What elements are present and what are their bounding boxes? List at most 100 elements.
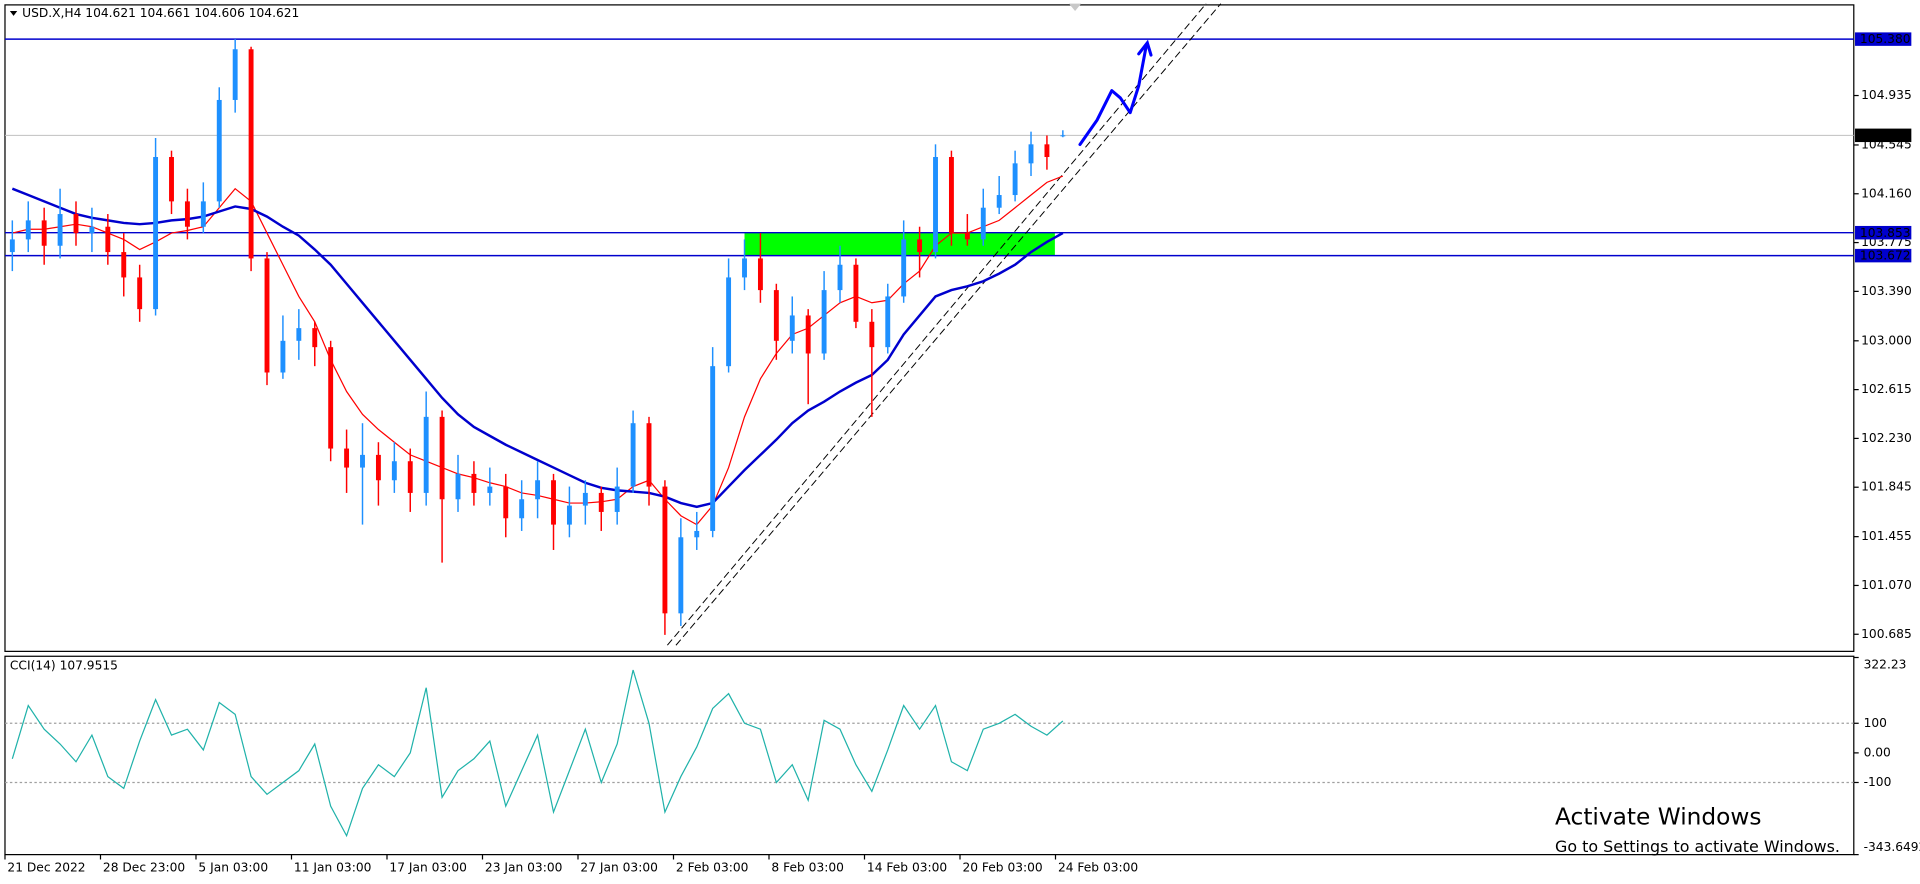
candle-body xyxy=(439,416,445,500)
candle-body xyxy=(41,220,47,246)
cci-title: CCI(14) 107.9515 xyxy=(10,659,118,673)
forecast-arrow xyxy=(1078,44,1148,147)
candle-body xyxy=(773,290,779,341)
x-tick-label: 17 Jan 03:00 xyxy=(389,861,466,875)
y-tick-label: 103.390 xyxy=(1861,284,1912,298)
x-tick-label: 8 Feb 03:00 xyxy=(771,861,843,875)
y-tick-label: -343.6492 xyxy=(1864,840,1920,854)
candle-body xyxy=(280,340,286,373)
candle-body xyxy=(264,258,270,373)
level-label: 104.621 xyxy=(1860,128,1911,142)
candle-body xyxy=(391,461,397,481)
trend-line xyxy=(666,3,1207,646)
candle-body xyxy=(407,461,413,493)
y-tick-label: 102.615 xyxy=(1861,382,1912,396)
y-tick-label: 322.23 xyxy=(1864,657,1907,671)
candle-body xyxy=(344,448,350,468)
candle-body xyxy=(837,264,843,291)
candle-body xyxy=(694,530,700,538)
candle-body xyxy=(742,258,747,278)
candle-body xyxy=(980,207,986,240)
candle-body xyxy=(1012,163,1018,196)
y-tick-label: 104.935 xyxy=(1861,88,1912,102)
candle-body xyxy=(1044,144,1050,158)
candle-body xyxy=(360,454,365,468)
x-tick-label: 28 Dec 23:00 xyxy=(103,861,185,875)
x-tick-label: 5 Jan 03:00 xyxy=(198,861,268,875)
candle-body xyxy=(598,492,604,512)
y-tick-label: 101.455 xyxy=(1861,529,1912,543)
candle-body xyxy=(630,423,636,487)
level-label: 103.853 xyxy=(1860,226,1911,240)
candle-body xyxy=(789,315,795,341)
x-tick-label: 21 Dec 2022 xyxy=(7,861,85,875)
y-tick-label: 100 xyxy=(1864,716,1887,730)
candle-body xyxy=(232,49,238,100)
level-label-box xyxy=(1855,128,1912,143)
zone xyxy=(744,232,1055,256)
x-tick-label: 14 Feb 03:00 xyxy=(867,861,947,875)
candle-body xyxy=(503,486,509,519)
candle-body xyxy=(153,157,159,310)
candle-body xyxy=(948,157,954,234)
arrow-head xyxy=(1137,39,1153,57)
candle-body xyxy=(566,505,572,525)
level-label: 103.672 xyxy=(1860,249,1911,263)
candle-body xyxy=(121,252,127,278)
candle-body xyxy=(423,416,429,493)
candle-body xyxy=(487,486,493,493)
candle-body xyxy=(89,226,95,234)
y-tick-label: 104.160 xyxy=(1861,186,1912,200)
level-label-box xyxy=(1855,32,1912,46)
candle-body xyxy=(551,480,556,525)
cci-frame xyxy=(4,655,1855,856)
candle-body xyxy=(471,473,477,493)
x-tick-label: 23 Jan 03:00 xyxy=(485,861,562,875)
candle-body xyxy=(964,233,970,240)
candle-body xyxy=(726,277,732,367)
y-tick-label: 102.230 xyxy=(1861,431,1912,445)
candle-body xyxy=(248,49,254,259)
candle-body xyxy=(375,454,381,481)
candle-body xyxy=(312,328,318,348)
candle-body xyxy=(917,239,923,253)
candle-body xyxy=(805,315,811,354)
x-tick-label: 20 Feb 03:00 xyxy=(962,861,1042,875)
candle-body xyxy=(869,321,875,348)
y-tick-label: 0.00 xyxy=(1864,745,1891,759)
y-tick-label: 101.070 xyxy=(1861,578,1912,592)
candle-body xyxy=(455,473,461,500)
candle-body xyxy=(710,366,716,531)
candle-body xyxy=(1060,135,1066,137)
chart-title: USD.X,H4 104.621 104.661 104.606 104.621 xyxy=(22,6,299,20)
candle-body xyxy=(200,201,206,227)
candle-body xyxy=(1028,144,1034,164)
candle-body xyxy=(328,347,334,449)
candle-body xyxy=(184,201,190,227)
level-label-box xyxy=(1855,225,1912,240)
candle-body xyxy=(757,258,763,291)
candle-body xyxy=(105,226,111,253)
candle-body xyxy=(296,328,302,341)
y-tick-label: 101.845 xyxy=(1861,480,1912,494)
candle-body xyxy=(216,99,222,202)
y-tick-label: -100 xyxy=(1864,775,1892,789)
candle-body xyxy=(996,195,1002,208)
x-tick-label: 27 Jan 03:00 xyxy=(580,861,657,875)
x-tick-label: 2 Feb 03:00 xyxy=(676,861,748,875)
candle-body xyxy=(885,296,891,348)
candle-body xyxy=(519,499,525,519)
candle-body xyxy=(137,277,143,310)
candle-body xyxy=(25,220,31,240)
candle-body xyxy=(678,537,684,614)
watermark-title: Activate Windows xyxy=(1555,803,1761,830)
candle-body xyxy=(614,486,620,512)
candle-body xyxy=(9,239,15,253)
candle-body xyxy=(901,239,907,297)
y-tick-label: 103.000 xyxy=(1861,333,1912,347)
x-tick-label: 24 Feb 03:00 xyxy=(1058,861,1138,875)
x-tick-label: 11 Jan 03:00 xyxy=(294,861,371,875)
